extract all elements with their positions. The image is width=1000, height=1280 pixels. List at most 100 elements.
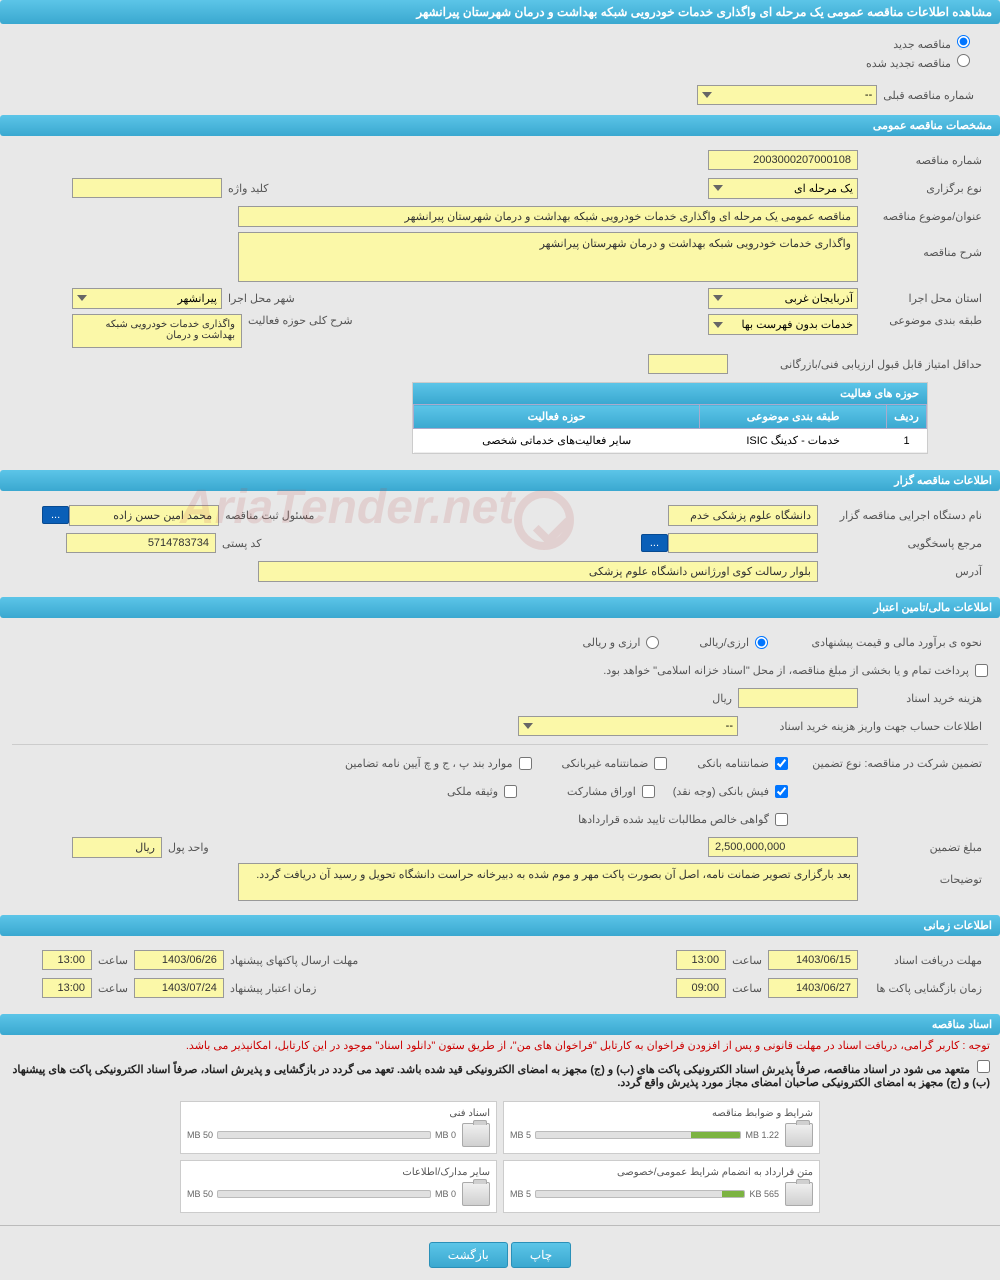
type-value: یک مرحله ای: [794, 182, 853, 195]
file3-max: 5 MB: [510, 1189, 531, 1199]
validity-date: 1403/07/24: [134, 978, 224, 998]
file-box-other[interactable]: سایر مدارک/اطلاعات 0 MB 50 MB: [180, 1160, 497, 1213]
keyword-field[interactable]: [72, 178, 222, 198]
radio-renewed-tender[interactable]: مناقصه تجدید شده: [30, 54, 970, 70]
chk-cash[interactable]: فیش بانکی (وجه نقد): [673, 785, 788, 798]
file-box-conditions[interactable]: شرایط و ضوابط مناقصه 1.22 MB 5 MB: [503, 1101, 820, 1154]
file1-title: شرایط و ضوابط مناقصه: [510, 1108, 813, 1123]
province-label: استان محل اجرا: [858, 292, 988, 305]
file4-title: سایر مدارک/اطلاعات: [187, 1167, 490, 1182]
file4-max: 50 MB: [187, 1189, 213, 1199]
city-select[interactable]: پیرانشهر: [72, 288, 222, 309]
estimate-label: نحوه ی برآورد مالی و قیمت پیشنهادی: [768, 636, 988, 649]
acct-select[interactable]: --: [518, 716, 738, 736]
postal-label: کد پستی: [216, 537, 267, 550]
org-label: نام دستگاه اجرایی مناقصه گزار: [818, 509, 988, 522]
open-date: 1403/06/27: [768, 978, 858, 998]
chevron-down-icon: [713, 322, 723, 328]
submit-date: 1403/06/26: [134, 950, 224, 970]
validity-time: 13:00: [42, 978, 92, 998]
file2-max: 50 MB: [187, 1130, 213, 1140]
subject-label: عنوان/موضوع مناقصه: [858, 210, 988, 223]
folder-icon: [785, 1182, 813, 1206]
prev-tender-select[interactable]: --: [697, 85, 877, 105]
section-financial-header: اطلاعات مالی/تامین اعتبار: [0, 597, 1000, 618]
open-label: زمان بازگشایی پاکت ها: [858, 982, 988, 995]
file1-size: 1.22 MB: [745, 1130, 779, 1140]
file2-title: اسناد فنی: [187, 1108, 490, 1123]
chevron-down-icon: [713, 185, 723, 191]
back-button[interactable]: بازگشت: [429, 1242, 508, 1268]
print-button[interactable]: چاپ: [511, 1242, 571, 1268]
chevron-down-icon: [523, 723, 533, 729]
radio-rial[interactable]: ارزی/ریالی: [699, 636, 768, 649]
receive-label: مهلت دریافت اسناد: [858, 954, 988, 967]
table-row: 1 خدمات - کدینگ ISIC سایر فعالیت‌های خدم…: [414, 429, 927, 453]
col-row: ردیف: [887, 405, 927, 429]
file3-title: متن قرارداد به انضمام شرایط عمومی/خصوصی: [510, 1167, 813, 1182]
activity-table: ردیف طبقه بندی موضوعی حوزه فعالیت 1 خدما…: [413, 404, 927, 453]
activity-table-title: حوزه های فعالیت: [413, 383, 927, 404]
min-score-field[interactable]: [648, 354, 728, 374]
section-organizer-header: اطلاعات مناقصه گزار: [0, 470, 1000, 491]
doc-cost-unit: ریال: [706, 692, 738, 705]
file-box-contract[interactable]: متن قرارداد به انضمام شرایط عمومی/خصوصی …: [503, 1160, 820, 1213]
subject-field: مناقصه عمومی یک مرحله ای واگذاری خدمات خ…: [238, 206, 858, 227]
category-select[interactable]: خدمات بدون فهرست بها: [708, 314, 858, 335]
acct-value: --: [726, 720, 733, 732]
doc-cost-field[interactable]: [738, 688, 858, 708]
chk-bank[interactable]: ضمانتنامه بانکی: [697, 757, 788, 770]
response-field[interactable]: [668, 533, 818, 553]
category-value: خدمات بدون فهرست بها: [742, 318, 853, 331]
type-select[interactable]: یک مرحله ای: [708, 178, 858, 199]
col-scope: حوزه فعالیت: [414, 405, 700, 429]
chk-securities[interactable]: اوراق مشارکت: [567, 785, 655, 798]
desc-field: واگذاری خدمات خودرویی شبکه بهداشت و درما…: [238, 232, 858, 282]
receive-date: 1403/06/15: [768, 950, 858, 970]
page-title: مشاهده اطلاعات مناقصه عمومی یک مرحله ای …: [0, 0, 1000, 24]
acct-label: اطلاعات حساب جهت واریز هزینه خرید اسناد: [738, 720, 988, 733]
cell-scope: سایر فعالیت‌های خدماتی شخصی: [414, 429, 700, 453]
chevron-down-icon: [702, 92, 712, 98]
section-general-header: مشخصات مناقصه عمومی: [0, 115, 1000, 136]
radio-new-label: مناقصه جدید: [893, 39, 951, 51]
submit-label: مهلت ارسال پاکتهای پیشنهاد: [224, 954, 364, 967]
file4-progress: [217, 1190, 431, 1198]
chk-cert[interactable]: گواهی خالص مطالبات تایید شده قراردادها: [578, 813, 788, 826]
prev-tender-label: شماره مناقصه قبلی: [877, 89, 980, 102]
type-label: نوع برگزاری: [858, 182, 988, 195]
chk-property[interactable]: وثیقه ملکی: [447, 785, 517, 798]
folder-icon: [785, 1123, 813, 1147]
category-label: طبقه بندی موضوعی: [858, 314, 988, 327]
time-label-1: ساعت: [726, 954, 768, 967]
reg-label: مسئول ثبت مناقصه: [219, 509, 320, 522]
guarantee-type-label: تضمین شرکت در مناقصه: نوع تضمین: [788, 757, 988, 770]
chevron-down-icon: [713, 295, 723, 301]
address-label: آدرس: [818, 565, 988, 578]
radio-both[interactable]: ارزی و ریالی: [582, 636, 659, 649]
reg-field: محمد امین حسن زاده: [69, 505, 219, 526]
response-more-button[interactable]: ...: [641, 534, 668, 552]
cell-cat: خدمات - کدینگ ISIC: [700, 429, 887, 453]
guarantee-amt-field: 2,500,000,000: [708, 837, 858, 857]
reg-more-button[interactable]: ...: [42, 506, 69, 524]
city-label: شهر محل اجرا: [222, 292, 301, 305]
chk-clause[interactable]: موارد بند پ ، ج و چ آیین نامه تضامین: [345, 757, 531, 770]
province-value: آذربایجان غربی: [785, 292, 853, 305]
file1-progress: [535, 1131, 741, 1139]
guarantee-amt-label: مبلغ تضمین: [858, 841, 988, 854]
col-category: طبقه بندی موضوعی: [700, 405, 887, 429]
chk-treasury[interactable]: پرداخت تمام و یا بخشی از مبلغ مناقصه، از…: [603, 664, 988, 677]
time-label-3: ساعت: [726, 982, 768, 995]
org-field: دانشگاه علوم پزشکی خدم: [668, 505, 818, 526]
file1-max: 5 MB: [510, 1130, 531, 1140]
time-label-2: ساعت: [92, 954, 134, 967]
chk-nonbank[interactable]: ضمانتنامه غیربانکی: [562, 757, 668, 770]
file2-size: 0 MB: [435, 1130, 456, 1140]
currency-field: ریال: [72, 837, 162, 858]
docs-note-red: توجه : کاربر گرامی، دریافت اسناد در مهلت…: [0, 1035, 1000, 1056]
cell-idx: 1: [887, 429, 927, 453]
radio-new-tender[interactable]: مناقصه جدید: [30, 35, 970, 51]
province-select[interactable]: آذربایجان غربی: [708, 288, 858, 309]
file-box-technical[interactable]: اسناد فنی 0 MB 50 MB: [180, 1101, 497, 1154]
